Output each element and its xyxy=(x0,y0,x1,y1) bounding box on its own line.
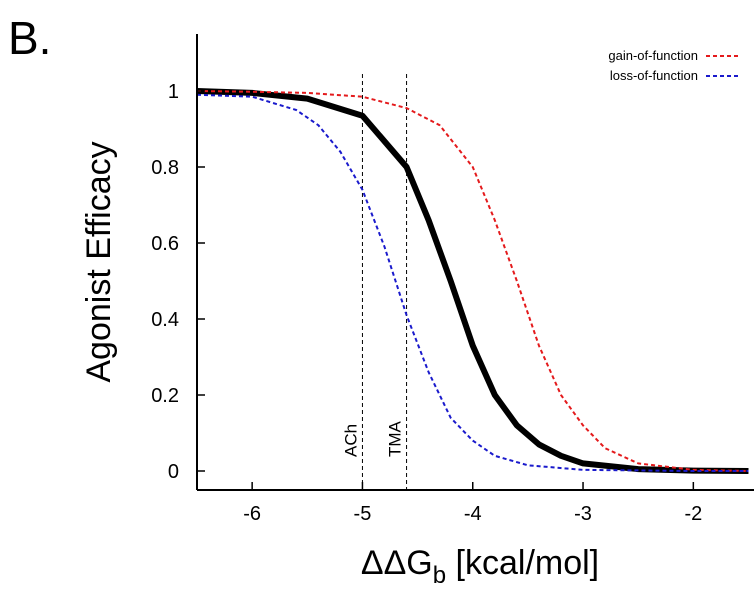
x-tick-label: -3 xyxy=(574,503,592,525)
legend-label: loss-of-function xyxy=(610,68,698,83)
legend: gain-of-function loss-of-function xyxy=(608,48,740,83)
y-tick-label: 1 xyxy=(168,81,179,103)
y-tick-label: 0.8 xyxy=(151,157,179,179)
series-line-1 xyxy=(197,91,748,471)
panel-label: B. xyxy=(8,12,51,64)
y-tick-label: 0.6 xyxy=(151,233,179,255)
x-axis-label-subscript: b xyxy=(433,562,446,589)
x-tick-label: -6 xyxy=(243,503,261,525)
y-tick-label: 0.2 xyxy=(151,385,179,407)
x-axis-label: ΔΔGb [kcal/mol] xyxy=(361,544,599,589)
y-tick-label: 0.4 xyxy=(151,309,179,331)
y-axis-label: Agonist Efficacy xyxy=(80,141,118,382)
legend-label: gain-of-function xyxy=(608,48,698,63)
series-line-2 xyxy=(197,95,748,471)
reference-line-label: ACh xyxy=(341,424,360,457)
series-line-0 xyxy=(197,91,748,471)
x-axis-label-units: [kcal/mol] xyxy=(446,544,599,582)
x-tick-label: -5 xyxy=(354,503,372,525)
reference-line-label: TMA xyxy=(386,420,405,457)
plot-area: ACh TMA xyxy=(197,74,748,490)
x-axis-label-main: ΔΔG xyxy=(361,544,433,582)
x-tick-label: -2 xyxy=(684,503,702,525)
y-tick-label: 0 xyxy=(168,461,179,483)
ticks: -6 -5 -4 -3 -2 0 0.2 0.4 0.6 0.8 1 xyxy=(151,81,702,525)
x-tick-label: -4 xyxy=(464,503,482,525)
axes xyxy=(197,34,754,490)
